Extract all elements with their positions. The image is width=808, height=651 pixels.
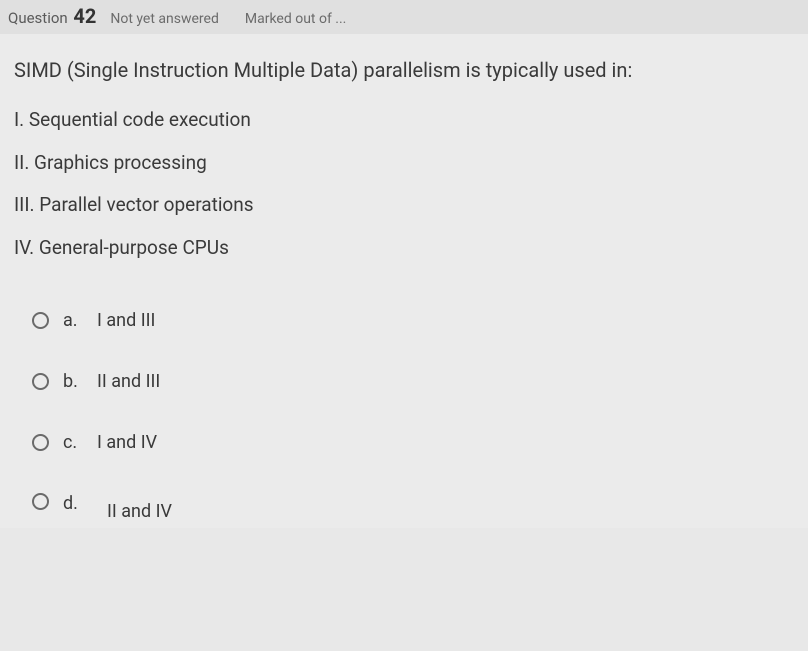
options-list: a. I and III b. II and III c. I and IV d…: [14, 310, 794, 514]
statement-2: II. Graphics processing: [14, 149, 794, 178]
option-d[interactable]: d. II and IV: [32, 493, 794, 514]
option-c[interactable]: c. I and IV: [32, 432, 794, 453]
radio-icon[interactable]: [32, 434, 49, 451]
radio-icon[interactable]: [32, 493, 49, 510]
option-text: I and III: [97, 310, 155, 331]
question-label: Question 42: [8, 4, 96, 28]
radio-icon[interactable]: [32, 373, 49, 390]
statement-1: I. Sequential code execution: [14, 106, 794, 135]
question-number: 42: [73, 4, 96, 28]
option-letter: c.: [63, 432, 83, 453]
option-letter: a.: [63, 310, 83, 331]
question-prompt: SIMD (Single Instruction Multiple Data) …: [14, 56, 794, 84]
option-b[interactable]: b. II and III: [32, 371, 794, 392]
option-text: II and III: [97, 371, 160, 392]
question-status: Not yet answered: [110, 11, 219, 27]
question-marked: Marked out of ...: [245, 11, 347, 27]
question-header: Question 42 Not yet answered Marked out …: [0, 0, 808, 34]
statement-3: III. Parallel vector operations: [14, 191, 794, 220]
radio-icon[interactable]: [32, 312, 49, 329]
option-letter: d.: [63, 493, 83, 514]
option-letter: b.: [63, 371, 83, 392]
option-text: II and IV: [107, 501, 172, 522]
statements-list: I. Sequential code execution II. Graphic…: [14, 106, 794, 262]
option-a[interactable]: a. I and III: [32, 310, 794, 331]
question-body: SIMD (Single Instruction Multiple Data) …: [0, 34, 808, 528]
statement-4: IV. General-purpose CPUs: [14, 234, 794, 263]
question-label-text: Question: [8, 9, 68, 27]
option-text: I and IV: [97, 432, 157, 453]
